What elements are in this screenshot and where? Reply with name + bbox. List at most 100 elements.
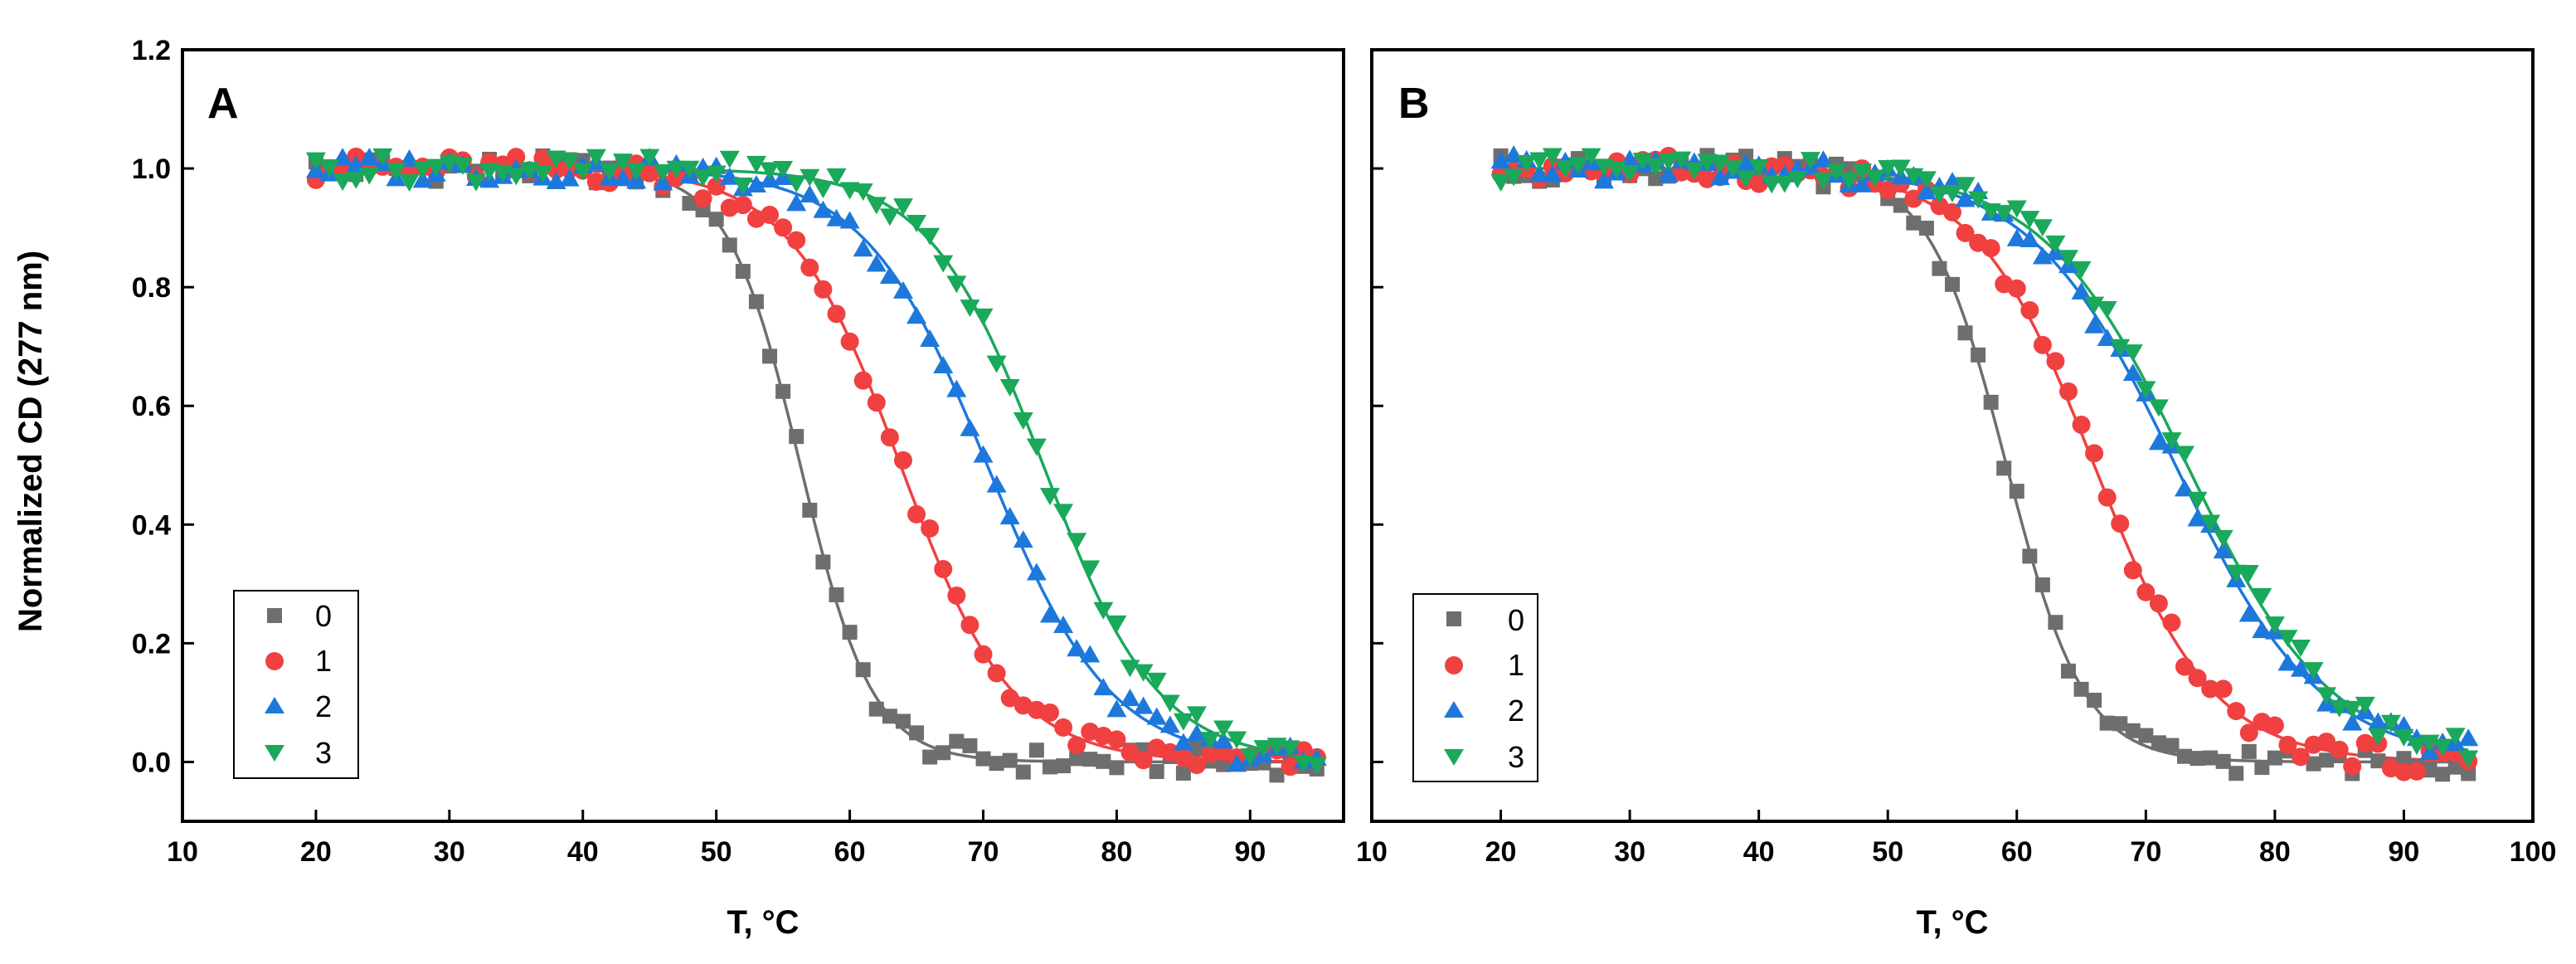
x-tick-label-a: 30 xyxy=(434,836,465,868)
data-point-2-a xyxy=(839,211,860,229)
data-point-1-b xyxy=(2046,352,2065,371)
data-point-0-b xyxy=(2073,681,2089,697)
data-point-3-b xyxy=(1490,173,1511,192)
data-point-3-b xyxy=(1529,152,1550,170)
data-point-2-b xyxy=(1658,165,1679,183)
data-point-2-a xyxy=(359,148,380,166)
data-point-3-b xyxy=(2316,687,2337,705)
x-tick-label-b: 90 xyxy=(2389,836,2420,868)
data-point-0-b xyxy=(2151,735,2166,751)
data-point-1-b xyxy=(1956,223,1975,242)
legend-a: 0 1 2 3 xyxy=(233,590,359,779)
data-point-3-b xyxy=(1671,151,1692,169)
data-point-3-a xyxy=(1213,720,1234,738)
data-point-3-b xyxy=(2110,338,2131,357)
data-point-3-b xyxy=(1567,157,1588,175)
data-point-3-a xyxy=(760,162,780,180)
data-point-3-b xyxy=(1813,172,1834,190)
data-point-3-b xyxy=(2368,728,2389,746)
data-point-0-b xyxy=(2215,753,2231,769)
data-point-0-b xyxy=(2009,484,2024,499)
fit-line-0-a xyxy=(315,167,1317,764)
data-point-3-b xyxy=(2058,250,2078,268)
panel-label-b: B xyxy=(1398,80,1430,128)
data-point-3-b xyxy=(2019,211,2040,229)
data-point-0-a xyxy=(708,212,724,227)
legend-marker-0-a xyxy=(267,608,282,623)
data-point-0-a xyxy=(829,587,844,602)
data-point-3-b xyxy=(1736,170,1757,188)
data-point-2-a xyxy=(786,193,807,212)
x-tick-label-a: 70 xyxy=(968,836,999,868)
data-point-2-b xyxy=(1916,182,1937,200)
data-point-3-a xyxy=(892,198,913,217)
fit-line-1-b xyxy=(1500,167,2469,762)
data-point-3-a xyxy=(920,227,940,246)
data-point-2-a xyxy=(986,475,1007,493)
data-point-0-a xyxy=(1109,760,1125,776)
data-point-3-b xyxy=(1710,154,1730,173)
data-point-0-a xyxy=(1096,753,1111,769)
data-point-2-a xyxy=(800,185,820,203)
data-point-0-a xyxy=(989,756,1004,772)
data-point-3-a xyxy=(1106,615,1127,633)
data-point-1-b xyxy=(2227,702,2246,721)
data-point-1-a xyxy=(693,189,712,208)
data-point-0-a xyxy=(1188,741,1204,757)
data-point-0-a xyxy=(682,196,697,212)
data-point-1-b xyxy=(2149,594,2168,613)
data-point-3-b xyxy=(2433,738,2453,757)
data-point-0-b xyxy=(2048,615,2063,630)
data-point-2-a xyxy=(719,167,740,185)
data-point-3-b xyxy=(2136,381,2156,399)
data-point-1-a xyxy=(1120,743,1140,762)
data-point-3-b xyxy=(1620,165,1640,183)
data-point-3-b xyxy=(1826,163,1846,182)
data-point-2-a xyxy=(1120,689,1140,707)
data-point-1-b xyxy=(2123,561,2142,580)
data-point-3-b xyxy=(2407,738,2427,756)
data-point-3-a xyxy=(679,160,700,178)
data-point-0-b xyxy=(2461,766,2476,781)
data-point-0-b xyxy=(2267,750,2282,766)
data-point-0-b xyxy=(2022,548,2038,564)
data-point-1-a xyxy=(507,148,526,167)
data-point-3-b xyxy=(2303,662,2324,680)
data-point-3-b xyxy=(1955,177,1976,195)
data-point-2-b xyxy=(2368,712,2389,730)
data-point-2-a xyxy=(960,418,980,436)
data-point-3-b xyxy=(1968,191,1989,209)
data-point-0-b xyxy=(2203,750,2219,766)
data-point-0-b xyxy=(2254,760,2270,776)
data-point-0-a xyxy=(922,749,938,765)
data-point-3-b xyxy=(1723,160,1743,178)
x-tick-label-b: 10 xyxy=(1356,836,1388,868)
data-point-3-a xyxy=(425,158,446,177)
data-point-2-a xyxy=(853,239,873,257)
data-point-3-a xyxy=(853,183,873,202)
data-point-0-a xyxy=(842,625,858,640)
data-point-0-b xyxy=(2190,751,2205,767)
data-point-1-b xyxy=(2007,279,2026,298)
data-point-2-a xyxy=(1173,733,1193,751)
data-point-1-a xyxy=(867,393,886,412)
data-point-3-a xyxy=(1280,740,1300,758)
data-point-3-b xyxy=(1645,158,1666,176)
data-point-0-a xyxy=(815,554,831,570)
legend-marker-3-a xyxy=(265,745,284,762)
data-point-0-a xyxy=(748,294,764,309)
data-point-2-a xyxy=(920,329,940,348)
data-point-3-a xyxy=(1227,731,1247,749)
data-point-2-b xyxy=(1594,171,1614,189)
data-point-3-a xyxy=(1253,740,1274,758)
data-point-2-b xyxy=(2122,363,2143,382)
data-point-1-a xyxy=(947,586,966,605)
y-tick-label-a: 1.0 xyxy=(132,153,171,185)
data-point-3-a xyxy=(653,163,673,182)
data-point-0-b xyxy=(2125,723,2141,738)
data-point-3-b xyxy=(1774,175,1795,193)
legend-label-2-b: 2 xyxy=(1508,694,1524,728)
data-point-0-a xyxy=(775,383,791,399)
data-point-0-b xyxy=(1945,276,1960,292)
